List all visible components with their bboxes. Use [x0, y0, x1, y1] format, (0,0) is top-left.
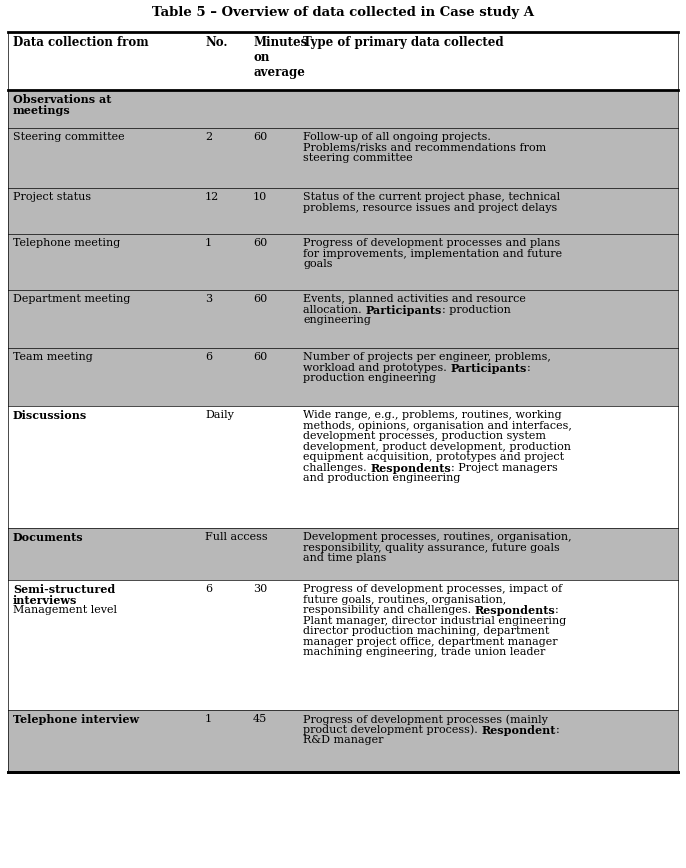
Text: 3: 3 — [205, 294, 212, 304]
Text: Department meeting: Department meeting — [13, 294, 130, 304]
Text: 10: 10 — [253, 192, 268, 202]
Text: R&D manager: R&D manager — [303, 735, 383, 745]
Text: No.: No. — [205, 36, 228, 49]
Text: equipment acquisition, prototypes and project: equipment acquisition, prototypes and pr… — [303, 452, 564, 463]
Text: 60: 60 — [253, 294, 268, 304]
Text: Observations at: Observations at — [13, 94, 111, 105]
Text: : Project managers: : Project managers — [451, 463, 558, 473]
Text: Participants: Participants — [450, 363, 527, 373]
Text: 6: 6 — [205, 584, 212, 594]
Text: development processes, production system: development processes, production system — [303, 431, 546, 441]
Text: responsibility, quality assurance, future goals: responsibility, quality assurance, futur… — [303, 542, 560, 553]
Text: manager project office, department manager: manager project office, department manag… — [303, 637, 558, 647]
Text: :: : — [527, 363, 530, 372]
Text: Respondents: Respondents — [370, 463, 451, 474]
Text: Table 5 – Overview of data collected in Case study A: Table 5 – Overview of data collected in … — [152, 6, 534, 19]
Text: 60: 60 — [253, 238, 268, 248]
Text: 30: 30 — [253, 584, 268, 594]
Bar — [8, 90, 678, 128]
Text: Respondent: Respondent — [482, 725, 556, 735]
Text: Follow-up of all ongoing projects.: Follow-up of all ongoing projects. — [303, 132, 491, 142]
Bar — [8, 528, 678, 580]
Bar — [8, 32, 678, 90]
Text: Documents: Documents — [13, 532, 84, 543]
Bar — [8, 710, 678, 772]
Text: production engineering: production engineering — [303, 373, 436, 383]
Text: meetings: meetings — [13, 104, 71, 115]
Bar — [8, 188, 678, 234]
Text: for improvements, implementation and future: for improvements, implementation and fut… — [303, 248, 562, 259]
Text: product development process).: product development process). — [303, 725, 482, 735]
Text: Steering committee: Steering committee — [13, 132, 125, 142]
Text: :: : — [556, 725, 559, 734]
Bar — [8, 406, 678, 528]
Text: 12: 12 — [205, 192, 220, 202]
Text: Progress of development processes, impact of: Progress of development processes, impac… — [303, 584, 562, 594]
Text: engineering: engineering — [303, 315, 371, 326]
Text: Plant manager, director industrial engineering: Plant manager, director industrial engin… — [303, 615, 566, 626]
Text: Progress of development processes (mainly: Progress of development processes (mainl… — [303, 714, 548, 725]
Text: Project status: Project status — [13, 192, 91, 202]
Bar — [8, 580, 678, 710]
Text: steering committee: steering committee — [303, 153, 413, 163]
Text: 60: 60 — [253, 352, 268, 362]
Text: Daily: Daily — [205, 410, 234, 420]
Text: future goals, routines, organisation,: future goals, routines, organisation, — [303, 595, 506, 604]
Text: Wide range, e.g., problems, routines, working: Wide range, e.g., problems, routines, wo… — [303, 410, 562, 420]
Text: 45: 45 — [253, 714, 268, 724]
Text: Participants: Participants — [365, 305, 442, 316]
Text: Respondents: Respondents — [475, 605, 556, 616]
Text: problems, resource issues and project delays: problems, resource issues and project de… — [303, 202, 557, 213]
Text: development, product development, production: development, product development, produc… — [303, 442, 571, 451]
Text: :: : — [556, 605, 559, 615]
Text: interviews: interviews — [13, 595, 78, 606]
Text: and time plans: and time plans — [303, 553, 386, 563]
Text: responsibility and challenges.: responsibility and challenges. — [303, 605, 475, 615]
Text: Number of projects per engineer, problems,: Number of projects per engineer, problem… — [303, 352, 551, 362]
Text: workload and prototypes.: workload and prototypes. — [303, 363, 450, 372]
Text: Events, planned activities and resource: Events, planned activities and resource — [303, 294, 526, 304]
Text: Semi-structured: Semi-structured — [13, 584, 115, 595]
Text: challenges.: challenges. — [303, 463, 370, 473]
Text: Status of the current project phase, technical: Status of the current project phase, tec… — [303, 192, 560, 202]
Text: Team meeting: Team meeting — [13, 352, 93, 362]
Bar — [8, 234, 678, 290]
Text: methods, opinions, organisation and interfaces,: methods, opinions, organisation and inte… — [303, 421, 572, 431]
Bar — [8, 128, 678, 188]
Text: machining engineering, trade union leader: machining engineering, trade union leade… — [303, 648, 545, 657]
Text: Progress of development processes and plans: Progress of development processes and pl… — [303, 238, 560, 248]
Text: Type of primary data collected: Type of primary data collected — [303, 36, 504, 49]
Text: allocation.: allocation. — [303, 305, 365, 314]
Text: 60: 60 — [253, 132, 268, 142]
Text: 2: 2 — [205, 132, 212, 142]
Text: goals: goals — [303, 260, 333, 269]
Text: 1: 1 — [205, 238, 212, 248]
Text: Telephone meeting: Telephone meeting — [13, 238, 120, 248]
Text: and production engineering: and production engineering — [303, 473, 460, 483]
Text: Telephone interview: Telephone interview — [13, 714, 139, 725]
Text: Minutes
on
average: Minutes on average — [253, 36, 307, 79]
Text: Discussions: Discussions — [13, 410, 87, 421]
Text: 6: 6 — [205, 352, 212, 362]
Bar — [8, 290, 678, 348]
Bar — [8, 348, 678, 406]
Text: Management level: Management level — [13, 605, 117, 615]
Text: Data collection from: Data collection from — [13, 36, 149, 49]
Text: director production machining, department: director production machining, departmen… — [303, 626, 549, 636]
Text: Problems/risks and recommendations from: Problems/risks and recommendations from — [303, 142, 546, 153]
Text: : production: : production — [442, 305, 510, 314]
Text: 1: 1 — [205, 714, 212, 724]
Text: Full access: Full access — [205, 532, 268, 542]
Text: Development processes, routines, organisation,: Development processes, routines, organis… — [303, 532, 571, 542]
